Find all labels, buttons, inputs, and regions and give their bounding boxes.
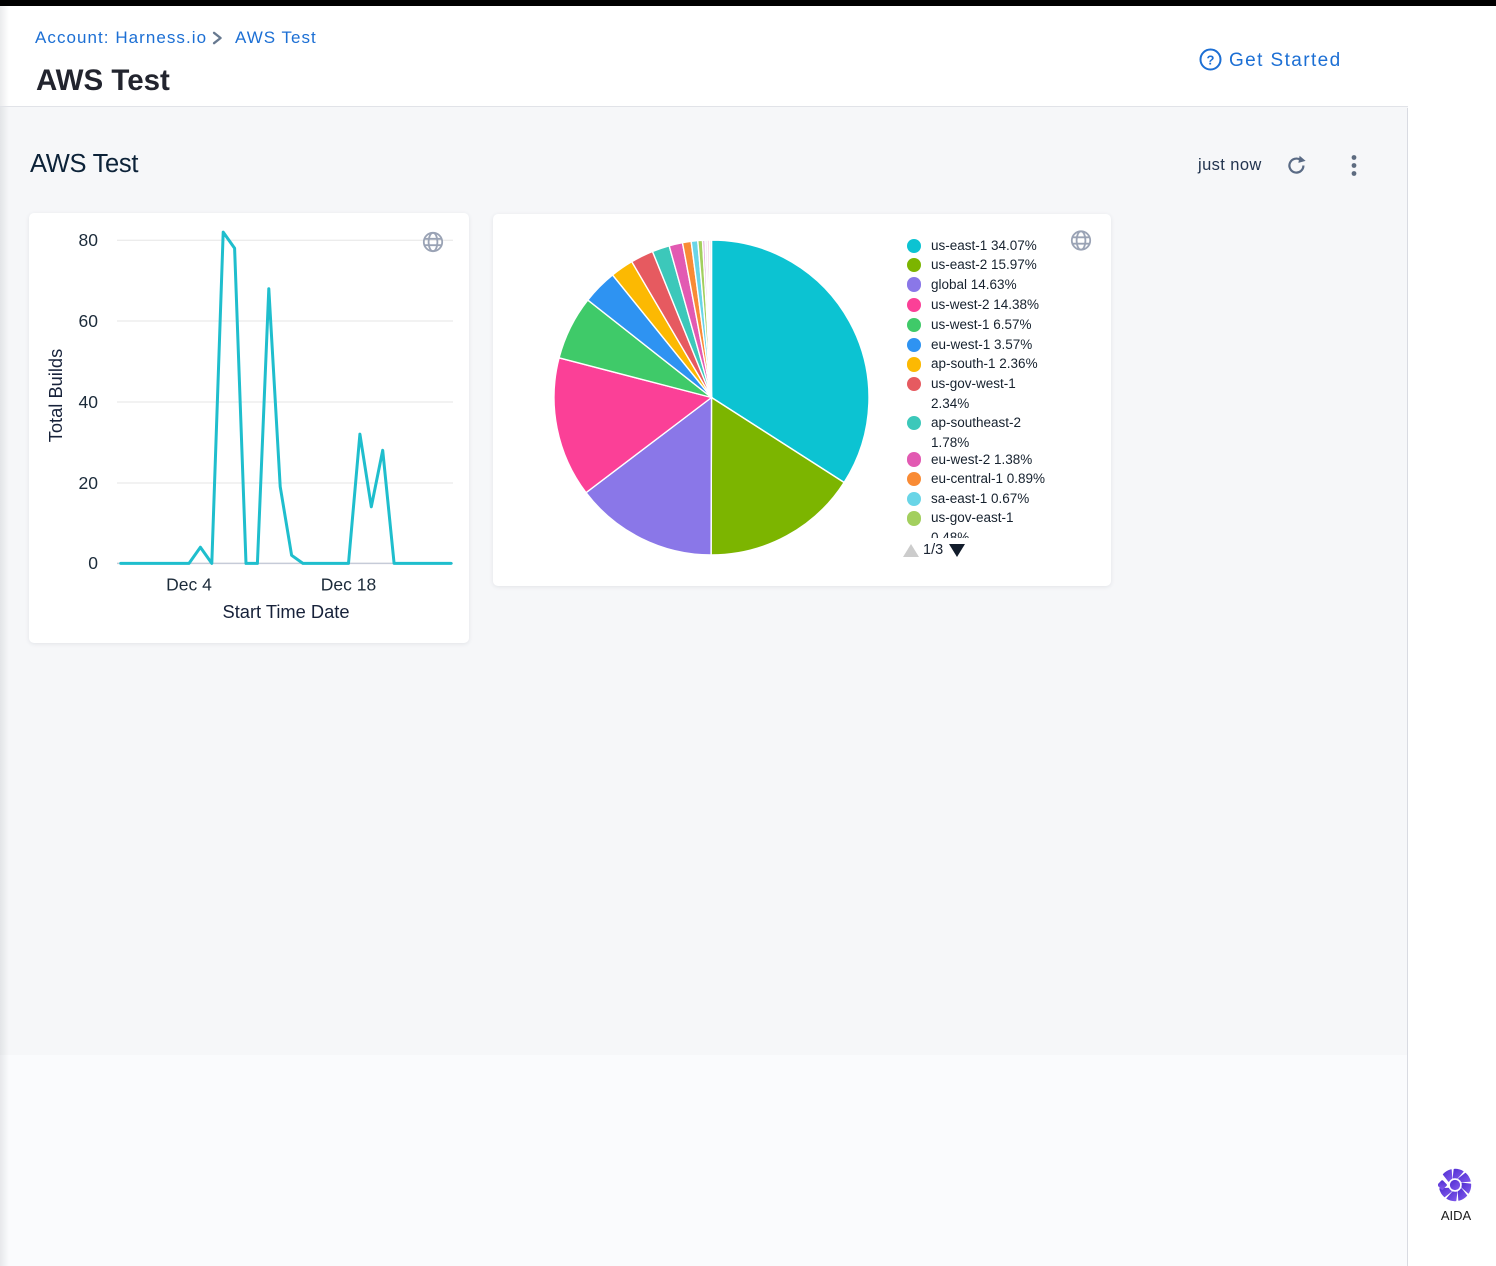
svg-text:?: ? <box>1207 52 1215 67</box>
svg-text:Total Builds: Total Builds <box>45 349 66 443</box>
svg-text:60: 60 <box>79 311 99 331</box>
svg-text:Dec 4: Dec 4 <box>166 575 212 595</box>
svg-text:80: 80 <box>79 230 99 250</box>
svg-text:Dec 18: Dec 18 <box>321 575 376 595</box>
svg-text:20: 20 <box>79 473 99 493</box>
svg-text:Start Time Date: Start Time Date <box>223 601 350 622</box>
svg-text:40: 40 <box>79 392 99 412</box>
svg-text:0: 0 <box>88 553 98 573</box>
